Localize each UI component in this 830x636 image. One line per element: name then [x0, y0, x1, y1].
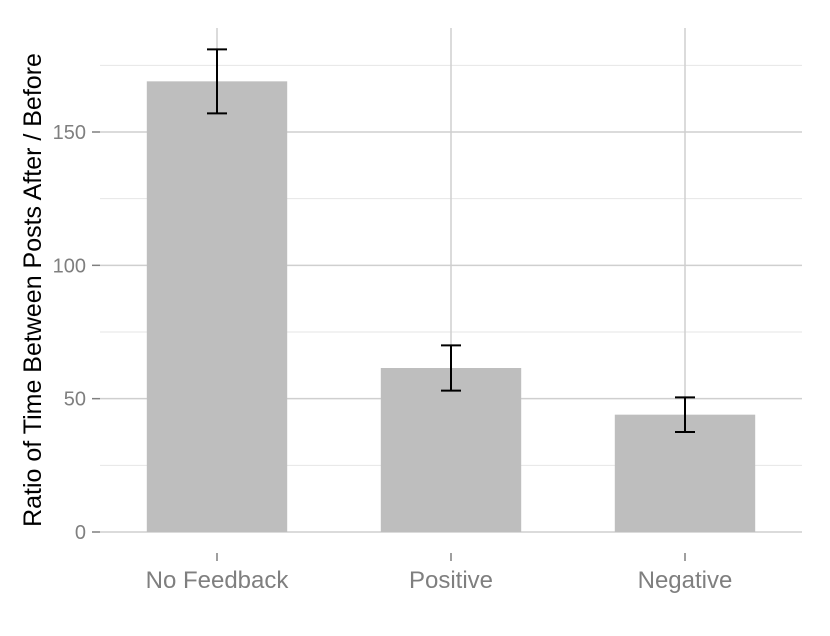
x-tick-label: Positive — [409, 567, 493, 594]
bar-negative — [614, 414, 756, 532]
y-axis-title: Ratio of Time Between Posts After / Befo… — [19, 53, 47, 527]
axes — [92, 131, 686, 561]
y-tick-label: 0 — [75, 522, 86, 544]
x-tick-labels: No Feedback Positive Negative — [146, 567, 733, 594]
bar-no-feedback — [146, 81, 288, 532]
x-tick-label: No Feedback — [146, 567, 290, 594]
y-tick-label: 100 — [53, 255, 86, 277]
y-tick-labels: 0 50 100 150 — [53, 122, 86, 544]
bar-positive — [380, 368, 522, 532]
bars — [146, 81, 756, 532]
y-tick-label: 150 — [53, 122, 86, 144]
error-bars — [207, 48, 695, 433]
y-tick-label: 50 — [64, 389, 86, 411]
x-tick-label: Negative — [638, 567, 733, 594]
